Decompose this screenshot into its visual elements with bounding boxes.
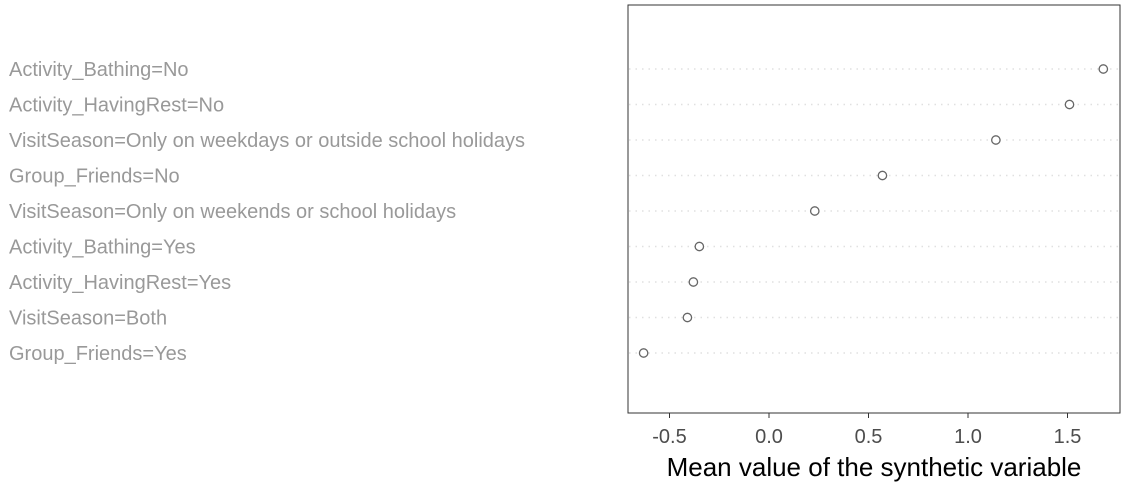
data-point (1098, 64, 1109, 74)
data-point (694, 241, 705, 252)
x-axis-title: Mean value of the synthetic variable (667, 452, 1082, 482)
data-point (638, 348, 649, 358)
data-point (1064, 99, 1075, 110)
data-point (991, 135, 1001, 145)
category-label: Activity_HavingRest=No (9, 95, 224, 117)
x-tick-label: 1.5 (1054, 426, 1082, 448)
x-tick-label: 1.0 (954, 426, 982, 448)
grid-layer (629, 68, 1119, 354)
category-label: Activity_Bathing=Yes (9, 237, 196, 259)
x-tick-label: 0.5 (855, 426, 883, 448)
category-label: Group_Friends=No (9, 166, 180, 188)
category-label: Group_Friends=Yes (9, 343, 187, 365)
category-label: Activity_Bathing=No (9, 59, 189, 81)
data-point (688, 277, 699, 287)
x-tick-label: -0.5 (652, 426, 686, 448)
category-label: Activity_HavingRest=Yes (9, 272, 231, 294)
plot-frame (627, 4, 1121, 414)
data-point (809, 206, 820, 216)
category-label: VisitSeason=Only on weekends or school h… (9, 201, 456, 223)
data-point (682, 312, 693, 323)
data-point (877, 170, 888, 181)
category-label: VisitSeason=Both (9, 308, 167, 330)
x-tick-label: 0.0 (755, 426, 783, 448)
category-label: VisitSeason=Only on weekdays or outside … (9, 130, 525, 152)
category-labels: Activity_Bathing=No Activity_HavingRest=N… (9, 59, 525, 365)
x-axis-ticks: -0.5 0.0 0.5 1.0 1.5 (652, 413, 1081, 448)
data-points (638, 64, 1109, 358)
